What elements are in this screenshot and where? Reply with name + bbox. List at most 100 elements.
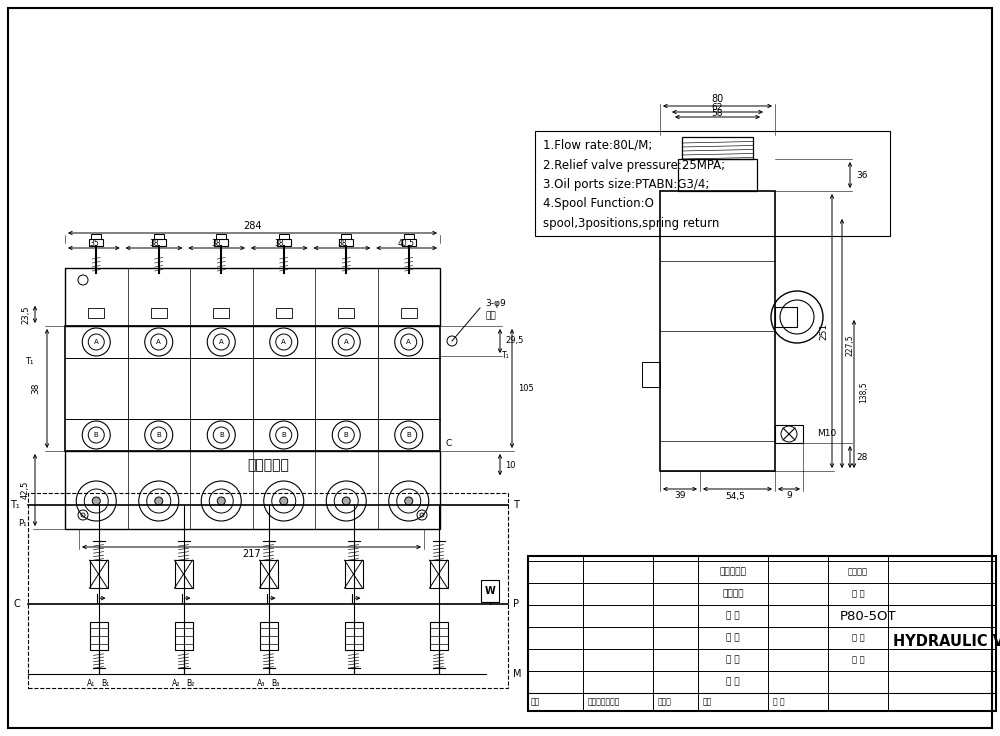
- Text: 标准化检查: 标准化检查: [720, 567, 746, 576]
- Text: A: A: [219, 339, 224, 345]
- Circle shape: [280, 497, 288, 505]
- Text: 138,5: 138,5: [859, 382, 868, 403]
- Bar: [682, 137, 753, 159]
- Bar: [91, 234, 101, 239]
- Text: 39: 39: [674, 492, 686, 500]
- Text: M10: M10: [817, 430, 836, 439]
- Text: 36: 36: [856, 171, 868, 180]
- Text: T₁: T₁: [502, 352, 510, 361]
- Text: 设 计: 设 计: [726, 678, 740, 687]
- Text: 日期: 日期: [703, 698, 712, 707]
- Text: HYDRAULIC VALVE: HYDRAULIC VALVE: [893, 634, 1000, 648]
- Text: A: A: [281, 339, 286, 345]
- Bar: [279, 234, 289, 239]
- Text: P80-5OT: P80-5OT: [840, 609, 896, 623]
- Bar: [65, 268, 440, 326]
- Bar: [401, 308, 417, 318]
- Bar: [152, 239, 166, 246]
- Text: B: B: [156, 432, 161, 438]
- Bar: [535, 131, 890, 236]
- Bar: [89, 239, 103, 246]
- Text: B: B: [281, 432, 286, 438]
- Text: 重 量: 重 量: [852, 590, 864, 598]
- Bar: [65, 451, 440, 529]
- Text: C: C: [445, 439, 451, 447]
- Text: 23,5: 23,5: [21, 305, 30, 324]
- Text: B₂: B₂: [186, 679, 195, 687]
- Text: W: W: [485, 586, 495, 596]
- Text: 第 张: 第 张: [852, 656, 864, 665]
- Text: 38: 38: [212, 238, 221, 247]
- Text: 工艺检查: 工艺检查: [722, 590, 744, 598]
- Bar: [260, 560, 278, 588]
- Text: B: B: [94, 432, 99, 438]
- Text: 28: 28: [856, 453, 867, 461]
- Text: M: M: [513, 669, 522, 679]
- Text: A₂: A₂: [172, 679, 181, 687]
- Text: 10: 10: [505, 461, 516, 470]
- Bar: [775, 425, 803, 443]
- Text: 227,5: 227,5: [846, 334, 855, 355]
- Text: 42,5: 42,5: [21, 481, 30, 499]
- Text: A₁: A₁: [87, 679, 96, 687]
- Text: 共 张: 共 张: [852, 634, 864, 643]
- Text: 更改人: 更改人: [658, 698, 672, 707]
- Text: B₃: B₃: [271, 679, 280, 687]
- Text: 251: 251: [819, 322, 828, 339]
- Text: B₁: B₁: [101, 679, 110, 687]
- Bar: [338, 308, 354, 318]
- Text: A: A: [94, 339, 99, 345]
- Circle shape: [155, 497, 163, 505]
- Text: 38: 38: [31, 383, 40, 394]
- Text: B: B: [406, 432, 411, 438]
- Text: B: B: [344, 432, 349, 438]
- Bar: [216, 234, 226, 239]
- Text: 描 图: 描 图: [726, 634, 740, 643]
- Text: 62: 62: [712, 104, 723, 113]
- Text: 图样标记: 图样标记: [848, 567, 868, 576]
- Bar: [678, 159, 757, 191]
- Text: 54,5: 54,5: [725, 492, 745, 500]
- Text: B: B: [219, 432, 224, 438]
- Text: 284: 284: [243, 221, 262, 231]
- Text: 1.Flow rate:80L/M;
2.Relief valve pressure:25MPA;
3.Oil ports size:PTABN:G3/4;
4: 1.Flow rate:80L/M; 2.Relief valve pressu…: [543, 139, 725, 230]
- Bar: [175, 622, 192, 650]
- Bar: [277, 239, 291, 246]
- Bar: [341, 234, 351, 239]
- Text: T₁: T₁: [10, 500, 20, 510]
- Bar: [660, 191, 775, 471]
- Text: 9: 9: [786, 492, 792, 500]
- Bar: [175, 560, 192, 588]
- Bar: [65, 326, 440, 451]
- Bar: [344, 622, 362, 650]
- Circle shape: [342, 497, 350, 505]
- Bar: [404, 234, 414, 239]
- Text: 审 核: 审 核: [773, 698, 785, 707]
- Text: 58: 58: [712, 110, 723, 118]
- Text: 制 图: 制 图: [726, 656, 740, 665]
- Bar: [276, 308, 292, 318]
- Text: 液压原理图: 液压原理图: [247, 458, 289, 472]
- Text: 更改内容或依据: 更改内容或依据: [588, 698, 620, 707]
- Text: A: A: [406, 339, 411, 345]
- Bar: [154, 234, 164, 239]
- Bar: [430, 622, 448, 650]
- Text: A: A: [156, 339, 161, 345]
- Circle shape: [92, 497, 100, 505]
- Bar: [214, 239, 228, 246]
- Bar: [775, 307, 797, 327]
- Text: 3-φ9: 3-φ9: [485, 300, 506, 308]
- Text: 105: 105: [518, 384, 534, 393]
- Bar: [430, 560, 448, 588]
- Text: 38: 38: [149, 238, 159, 247]
- Bar: [642, 362, 660, 387]
- Bar: [402, 239, 416, 246]
- Text: A: A: [344, 339, 349, 345]
- Bar: [88, 308, 104, 318]
- Bar: [481, 580, 499, 602]
- Bar: [151, 308, 167, 318]
- Bar: [90, 622, 108, 650]
- Text: T₁: T₁: [25, 356, 33, 366]
- Circle shape: [405, 497, 413, 505]
- Text: P₁: P₁: [18, 520, 27, 528]
